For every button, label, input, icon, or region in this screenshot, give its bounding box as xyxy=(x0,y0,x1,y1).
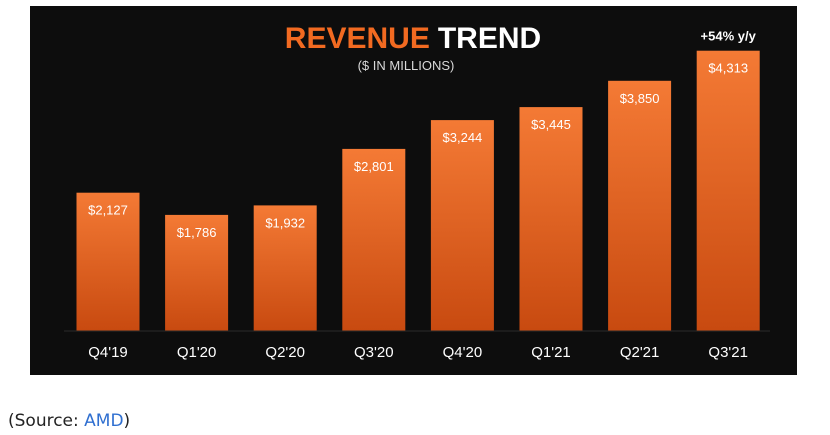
value-label-Q3'21: $4,313 xyxy=(708,61,748,76)
bar-Q1'20 xyxy=(165,214,229,331)
x-tick-label-Q1'21: Q1'21 xyxy=(531,344,571,361)
bar-Q2'21 xyxy=(608,80,672,332)
revenue-chart: REVENUE TREND ($ IN MILLIONS) $2,127 Q4'19… xyxy=(64,22,770,361)
chart-title-main: TREND xyxy=(438,22,541,55)
chart-title: REVENUE TREND xyxy=(285,22,541,55)
x-tick-label-Q3'21: Q3'21 xyxy=(708,344,748,361)
source-caption: (Source: AMD) xyxy=(8,411,130,431)
value-label-Q3'20: $2,801 xyxy=(354,159,394,174)
bar-Q4'20 xyxy=(430,120,494,331)
x-tick-label-Q2'20: Q2'20 xyxy=(265,344,305,361)
bar-Q3'20 xyxy=(342,148,406,331)
source-link-amd[interactable]: AMD xyxy=(84,411,124,431)
x-tick-label-Q1'20: Q1'20 xyxy=(177,344,217,361)
x-tick-label-Q2'21: Q2'21 xyxy=(620,344,660,361)
value-label-Q2'21: $3,850 xyxy=(620,91,660,106)
value-label-Q1'20: $1,786 xyxy=(177,225,217,240)
bar-Q2'20 xyxy=(253,205,317,331)
bar-Q3'21 xyxy=(696,50,760,331)
x-tick-label-Q4'20: Q4'20 xyxy=(443,344,483,361)
bar-Q4'19 xyxy=(76,192,140,331)
source-prefix: (Source: xyxy=(8,411,85,431)
chart-subtitle: ($ IN MILLIONS) xyxy=(358,58,455,73)
value-label-Q4'20: $3,244 xyxy=(443,130,483,145)
value-label-Q4'19: $2,127 xyxy=(88,203,128,218)
x-tick-label-Q4'19: Q4'19 xyxy=(88,344,128,361)
value-label-Q1'21: $3,445 xyxy=(531,117,571,132)
x-tick-label-Q3'20: Q3'20 xyxy=(354,344,394,361)
value-label-Q2'20: $1,932 xyxy=(265,215,305,230)
bars-layer: $2,127 Q4'19 $1,786 Q1'20 $1,932 Q2'20 $2,801 Q… xyxy=(76,29,760,361)
revenue-chart-panel: REVENUE TREND ($ IN MILLIONS) $2,127 Q4'19… xyxy=(30,6,797,375)
chart-title-accent: REVENUE xyxy=(285,22,430,55)
bar-Q1'21 xyxy=(519,107,583,331)
yoy-growth-annotation: +54% y/y xyxy=(701,29,757,44)
source-suffix: ) xyxy=(123,411,131,431)
